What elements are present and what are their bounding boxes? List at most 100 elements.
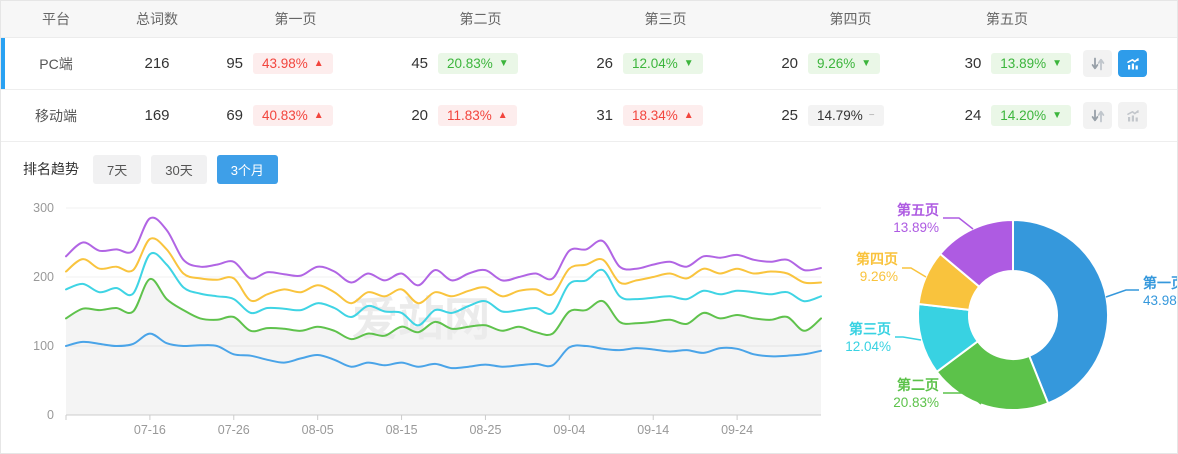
row-actions	[1071, 102, 1177, 129]
page-count: 69	[226, 107, 243, 124]
y-tick-label: 0	[47, 408, 54, 422]
page-1-cell: 69 40.83% ▲	[203, 104, 388, 127]
x-tick-label: 08-25	[469, 423, 501, 437]
page-3-cell: 26 12.04% ▼	[573, 52, 758, 75]
x-tick-label: 08-15	[386, 423, 418, 437]
x-tick-label: 07-16	[134, 423, 166, 437]
column-header-4: 第三页	[644, 11, 687, 27]
label-leader-line	[943, 392, 982, 405]
change-badge: 12.04% ▼	[623, 52, 703, 75]
show-trend-chart-button[interactable]	[1118, 50, 1147, 77]
change-badge: 11.83% ▲	[438, 104, 517, 127]
page-count: 30	[964, 55, 982, 72]
slice-label-percent: 12.04%	[845, 339, 891, 354]
series-line-第四页	[65, 237, 822, 305]
watermark-text: 爱站网	[352, 293, 490, 345]
charts-area: 爱站网 0 100 200 300 07-16 07-26 08-05 08-15 08-25 09…	[1, 190, 1178, 453]
x-tick-label: 07-26	[218, 423, 250, 437]
area-fill	[66, 278, 821, 415]
page-count: 45	[411, 55, 428, 72]
page-count: 26	[596, 55, 613, 72]
label-leader-line	[943, 217, 974, 230]
page-count: 95	[226, 55, 243, 72]
table-row-移动端[interactable]: 移动端 169 69 40.83% ▲ 20 11.83% ▲ 31 18.34% ▲ 25 14.79…	[1, 90, 1177, 142]
donut-slice-第一页[interactable]	[1012, 218, 1110, 405]
change-badge: 40.83% ▲	[253, 104, 333, 127]
series-line-第五页	[65, 216, 822, 287]
column-header-1: 总词数	[136, 11, 178, 27]
change-badge: 43.98% ▲	[253, 52, 333, 75]
page-2-cell: 45 20.83% ▼	[388, 52, 573, 75]
range-tab-1[interactable]: 7天	[93, 154, 142, 184]
sort-updown-button[interactable]	[1083, 102, 1112, 129]
up-arrow-icon: ▲	[313, 57, 324, 69]
page-count: 25	[781, 107, 798, 124]
range-tab-3[interactable]: 3个月	[216, 154, 278, 184]
table-row-PC端[interactable]: PC端 216 95 43.98% ▲ 45 20.83% ▼ 26 12.04% ▼ 20 9.26%…	[1, 38, 1177, 90]
page-4-cell: 25 14.79% −	[758, 104, 943, 127]
series-line-第二页	[65, 278, 822, 341]
platform-label: 移动端	[35, 107, 77, 124]
change-percent: 40.83%	[262, 107, 308, 123]
y-tick-label: 200	[33, 270, 54, 284]
page-share-donut-chart: 第一页 43.98% 第二页 20.83% 第三页 12.04% 第四页 9.26% 第五页 13…	[845, 202, 1178, 411]
down-arrow-icon: ▼	[1052, 109, 1062, 121]
up-arrow-icon: ▲	[683, 109, 694, 121]
sort-arrows-icon	[1091, 109, 1104, 122]
change-percent: 12.04%	[632, 55, 678, 71]
page-2-cell: 20 11.83% ▲	[388, 104, 573, 127]
page-4-cell: 20 9.26% ▼	[758, 52, 943, 75]
column-header-0: 平台	[42, 11, 70, 27]
page-count: 24	[964, 107, 982, 124]
change-percent: 14.79%	[817, 107, 863, 123]
column-header-3: 第二页	[459, 11, 502, 27]
slice-label-name: 第五页	[897, 202, 939, 218]
trend-section-header: 排名趋势 7天 30天 3个月	[1, 142, 1177, 190]
flat-arrow-icon: −	[868, 109, 875, 121]
bar-trend-chart-icon	[1126, 57, 1139, 69]
down-arrow-icon: ▼	[1052, 57, 1062, 69]
table-body: PC端 216 95 43.98% ▲ 45 20.83% ▼ 26 12.04% ▼ 20 9.26%…	[1, 38, 1177, 142]
label-leader-line	[895, 336, 922, 341]
page-3-cell: 31 18.34% ▲	[573, 104, 758, 127]
up-arrow-icon: ▲	[497, 109, 508, 121]
total-words-value: 216	[144, 55, 170, 72]
change-percent: 43.98%	[262, 55, 308, 71]
platform-label: PC端	[39, 55, 73, 72]
change-percent: 11.83%	[447, 107, 492, 123]
change-badge: 14.79% −	[808, 104, 884, 127]
x-tick-label: 09-04	[553, 423, 585, 437]
sort-updown-button[interactable]	[1083, 50, 1112, 77]
show-trend-chart-button[interactable]	[1118, 102, 1147, 129]
column-header-6: 第五页	[986, 11, 1028, 27]
slice-label-percent: 13.89%	[893, 220, 939, 235]
change-badge: 13.89% ▼	[991, 52, 1071, 75]
range-tab-2[interactable]: 30天	[151, 154, 207, 184]
sort-arrows-icon	[1091, 57, 1104, 70]
slice-label-name: 第一页	[1143, 275, 1178, 291]
page-5-cell: 30 13.89% ▼	[943, 52, 1071, 75]
total-words-value: 169	[144, 107, 170, 124]
change-badge: 18.34% ▲	[623, 104, 703, 127]
y-tick-label: 300	[33, 201, 54, 215]
slice-label-percent: 20.83%	[893, 395, 939, 410]
label-leader-line	[1105, 289, 1139, 298]
y-tick-label: 100	[33, 339, 54, 353]
slice-label-name: 第二页	[897, 377, 939, 393]
x-tick-label: 09-24	[721, 423, 753, 437]
change-percent: 18.34%	[632, 107, 678, 123]
label-leader-line	[902, 267, 927, 278]
column-header-5: 第四页	[829, 11, 872, 27]
donut-slice-第五页[interactable]	[938, 218, 1014, 289]
row-actions	[1071, 50, 1177, 77]
page-5-cell: 24 14.20% ▼	[943, 104, 1071, 127]
series-line-第三页	[65, 252, 822, 327]
down-arrow-icon: ▼	[498, 57, 509, 69]
change-badge: 9.26% ▼	[808, 52, 881, 75]
column-header-2: 第一页	[274, 11, 317, 27]
x-tick-label: 08-05	[302, 423, 334, 437]
page-count: 20	[781, 55, 798, 72]
slice-label-name: 第四页	[856, 251, 898, 267]
change-percent: 14.20%	[1000, 107, 1047, 123]
